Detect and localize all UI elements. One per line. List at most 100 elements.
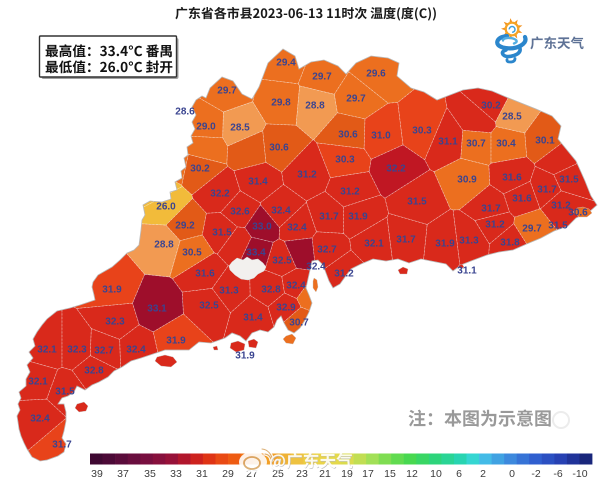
svg-text:32.1: 32.1 bbox=[28, 377, 48, 388]
svg-text:31.7: 31.7 bbox=[319, 212, 339, 223]
svg-text:31.4: 31.4 bbox=[243, 313, 263, 324]
svg-text:31.5: 31.5 bbox=[548, 221, 568, 232]
svg-text:31.2: 31.2 bbox=[551, 201, 571, 212]
svg-text:30.2: 30.2 bbox=[481, 101, 501, 112]
svg-text:30.7: 30.7 bbox=[289, 318, 309, 329]
svg-text:31.2: 31.2 bbox=[334, 269, 354, 280]
svg-text:31.5: 31.5 bbox=[559, 175, 579, 186]
svg-text:30.4: 30.4 bbox=[496, 139, 516, 150]
svg-text:39: 39 bbox=[91, 468, 103, 480]
svg-text:31.1: 31.1 bbox=[457, 266, 477, 277]
svg-text:31.6: 31.6 bbox=[195, 269, 215, 280]
svg-text:30.2: 30.2 bbox=[190, 164, 210, 175]
svg-text:32.2: 32.2 bbox=[210, 189, 230, 200]
svg-text:6: 6 bbox=[456, 468, 462, 480]
svg-text:28.6: 28.6 bbox=[175, 107, 195, 118]
svg-text:31.9: 31.9 bbox=[166, 336, 186, 347]
svg-text:31.7: 31.7 bbox=[52, 440, 72, 451]
svg-text:15: 15 bbox=[384, 468, 396, 480]
svg-text:31.6: 31.6 bbox=[512, 194, 532, 205]
svg-text:37: 37 bbox=[117, 468, 129, 480]
svg-text:31.7: 31.7 bbox=[481, 204, 501, 215]
svg-text:30.5: 30.5 bbox=[182, 248, 202, 259]
svg-text:29.7: 29.7 bbox=[312, 72, 332, 83]
svg-text:10: 10 bbox=[430, 468, 442, 480]
svg-text:31.2: 31.2 bbox=[485, 220, 505, 231]
svg-text:30.7: 30.7 bbox=[466, 139, 486, 150]
svg-text:31.9: 31.9 bbox=[102, 285, 122, 296]
svg-text:28.5: 28.5 bbox=[230, 123, 250, 134]
svg-text:30.9: 30.9 bbox=[457, 175, 477, 186]
svg-text:32.4: 32.4 bbox=[286, 281, 306, 292]
svg-text:12: 12 bbox=[406, 468, 418, 480]
svg-text:30.6: 30.6 bbox=[338, 130, 358, 141]
svg-text:32.3: 32.3 bbox=[67, 345, 87, 356]
svg-text:29.4: 29.4 bbox=[276, 58, 296, 69]
svg-text:32.1: 32.1 bbox=[37, 345, 57, 356]
svg-text:31.2: 31.2 bbox=[340, 187, 360, 198]
svg-text:32.1: 32.1 bbox=[364, 239, 384, 250]
svg-text:33: 33 bbox=[170, 468, 182, 480]
svg-text:-2: -2 bbox=[531, 468, 540, 480]
svg-text:29.2: 29.2 bbox=[175, 221, 195, 232]
svg-text:32.4: 32.4 bbox=[271, 206, 291, 217]
svg-text:31.5: 31.5 bbox=[407, 197, 427, 208]
svg-text:31.9: 31.9 bbox=[348, 212, 368, 223]
svg-text:31.0: 31.0 bbox=[371, 131, 391, 142]
svg-text:29.6: 29.6 bbox=[366, 69, 386, 80]
svg-text:32.5: 32.5 bbox=[199, 301, 219, 312]
svg-text:26.0: 26.0 bbox=[156, 202, 176, 213]
svg-text:32.4: 32.4 bbox=[126, 345, 146, 356]
svg-text:31.4: 31.4 bbox=[248, 177, 268, 188]
svg-text:-6: -6 bbox=[553, 468, 562, 480]
svg-text:33.0: 33.0 bbox=[252, 222, 272, 233]
svg-text:31.1: 31.1 bbox=[438, 137, 458, 148]
svg-text:33.1: 33.1 bbox=[147, 304, 167, 315]
svg-text:30.6: 30.6 bbox=[269, 143, 289, 154]
svg-text:29: 29 bbox=[222, 468, 234, 480]
svg-text:29.8: 29.8 bbox=[271, 98, 291, 109]
svg-text:28.8: 28.8 bbox=[154, 240, 174, 251]
svg-text:31.3: 31.3 bbox=[459, 236, 479, 247]
svg-text:32.7: 32.7 bbox=[94, 346, 114, 357]
svg-text:31.3: 31.3 bbox=[219, 286, 239, 297]
svg-text:32.5: 32.5 bbox=[272, 256, 292, 267]
svg-text:28.5: 28.5 bbox=[502, 112, 522, 123]
svg-text:28.8: 28.8 bbox=[305, 101, 325, 112]
svg-text:32.2: 32.2 bbox=[386, 164, 406, 175]
svg-text:30.6: 30.6 bbox=[568, 208, 588, 219]
svg-text:32.3: 32.3 bbox=[105, 317, 125, 328]
svg-text:31.8: 31.8 bbox=[500, 238, 520, 249]
svg-text:32.7: 32.7 bbox=[317, 245, 337, 256]
svg-text:17: 17 bbox=[362, 468, 374, 480]
svg-text:29.7: 29.7 bbox=[217, 86, 237, 97]
svg-text:25: 25 bbox=[272, 468, 284, 480]
svg-text:21: 21 bbox=[319, 468, 331, 480]
svg-text:30.3: 30.3 bbox=[335, 155, 355, 166]
svg-text:29.0: 29.0 bbox=[196, 122, 216, 133]
svg-text:0: 0 bbox=[509, 468, 515, 480]
svg-text:23: 23 bbox=[296, 468, 308, 480]
svg-text:31.7: 31.7 bbox=[537, 185, 557, 196]
svg-text:32.8: 32.8 bbox=[84, 366, 104, 377]
svg-text:31: 31 bbox=[196, 468, 208, 480]
svg-text:29.7: 29.7 bbox=[346, 94, 366, 105]
svg-text:32.9: 32.9 bbox=[276, 303, 296, 314]
svg-text:-10: -10 bbox=[572, 468, 587, 480]
svg-text:32.8: 32.8 bbox=[261, 285, 281, 296]
svg-text:30.3: 30.3 bbox=[412, 126, 432, 137]
svg-text:31.2: 31.2 bbox=[297, 170, 317, 181]
svg-text:31.6: 31.6 bbox=[502, 173, 522, 184]
svg-text:31.5: 31.5 bbox=[212, 228, 232, 239]
svg-text:29.7: 29.7 bbox=[522, 224, 542, 235]
svg-text:19: 19 bbox=[341, 468, 353, 480]
svg-text:31.5: 31.5 bbox=[55, 387, 75, 398]
svg-text:27: 27 bbox=[246, 468, 258, 480]
svg-text:31.7: 31.7 bbox=[396, 235, 416, 246]
svg-text:31.9: 31.9 bbox=[435, 239, 455, 250]
svg-text:33.4: 33.4 bbox=[246, 248, 266, 259]
svg-text:32.4: 32.4 bbox=[30, 414, 50, 425]
svg-text:32.6: 32.6 bbox=[230, 207, 250, 218]
svg-text:30.1: 30.1 bbox=[535, 136, 555, 147]
svg-text:32.4: 32.4 bbox=[287, 223, 307, 234]
